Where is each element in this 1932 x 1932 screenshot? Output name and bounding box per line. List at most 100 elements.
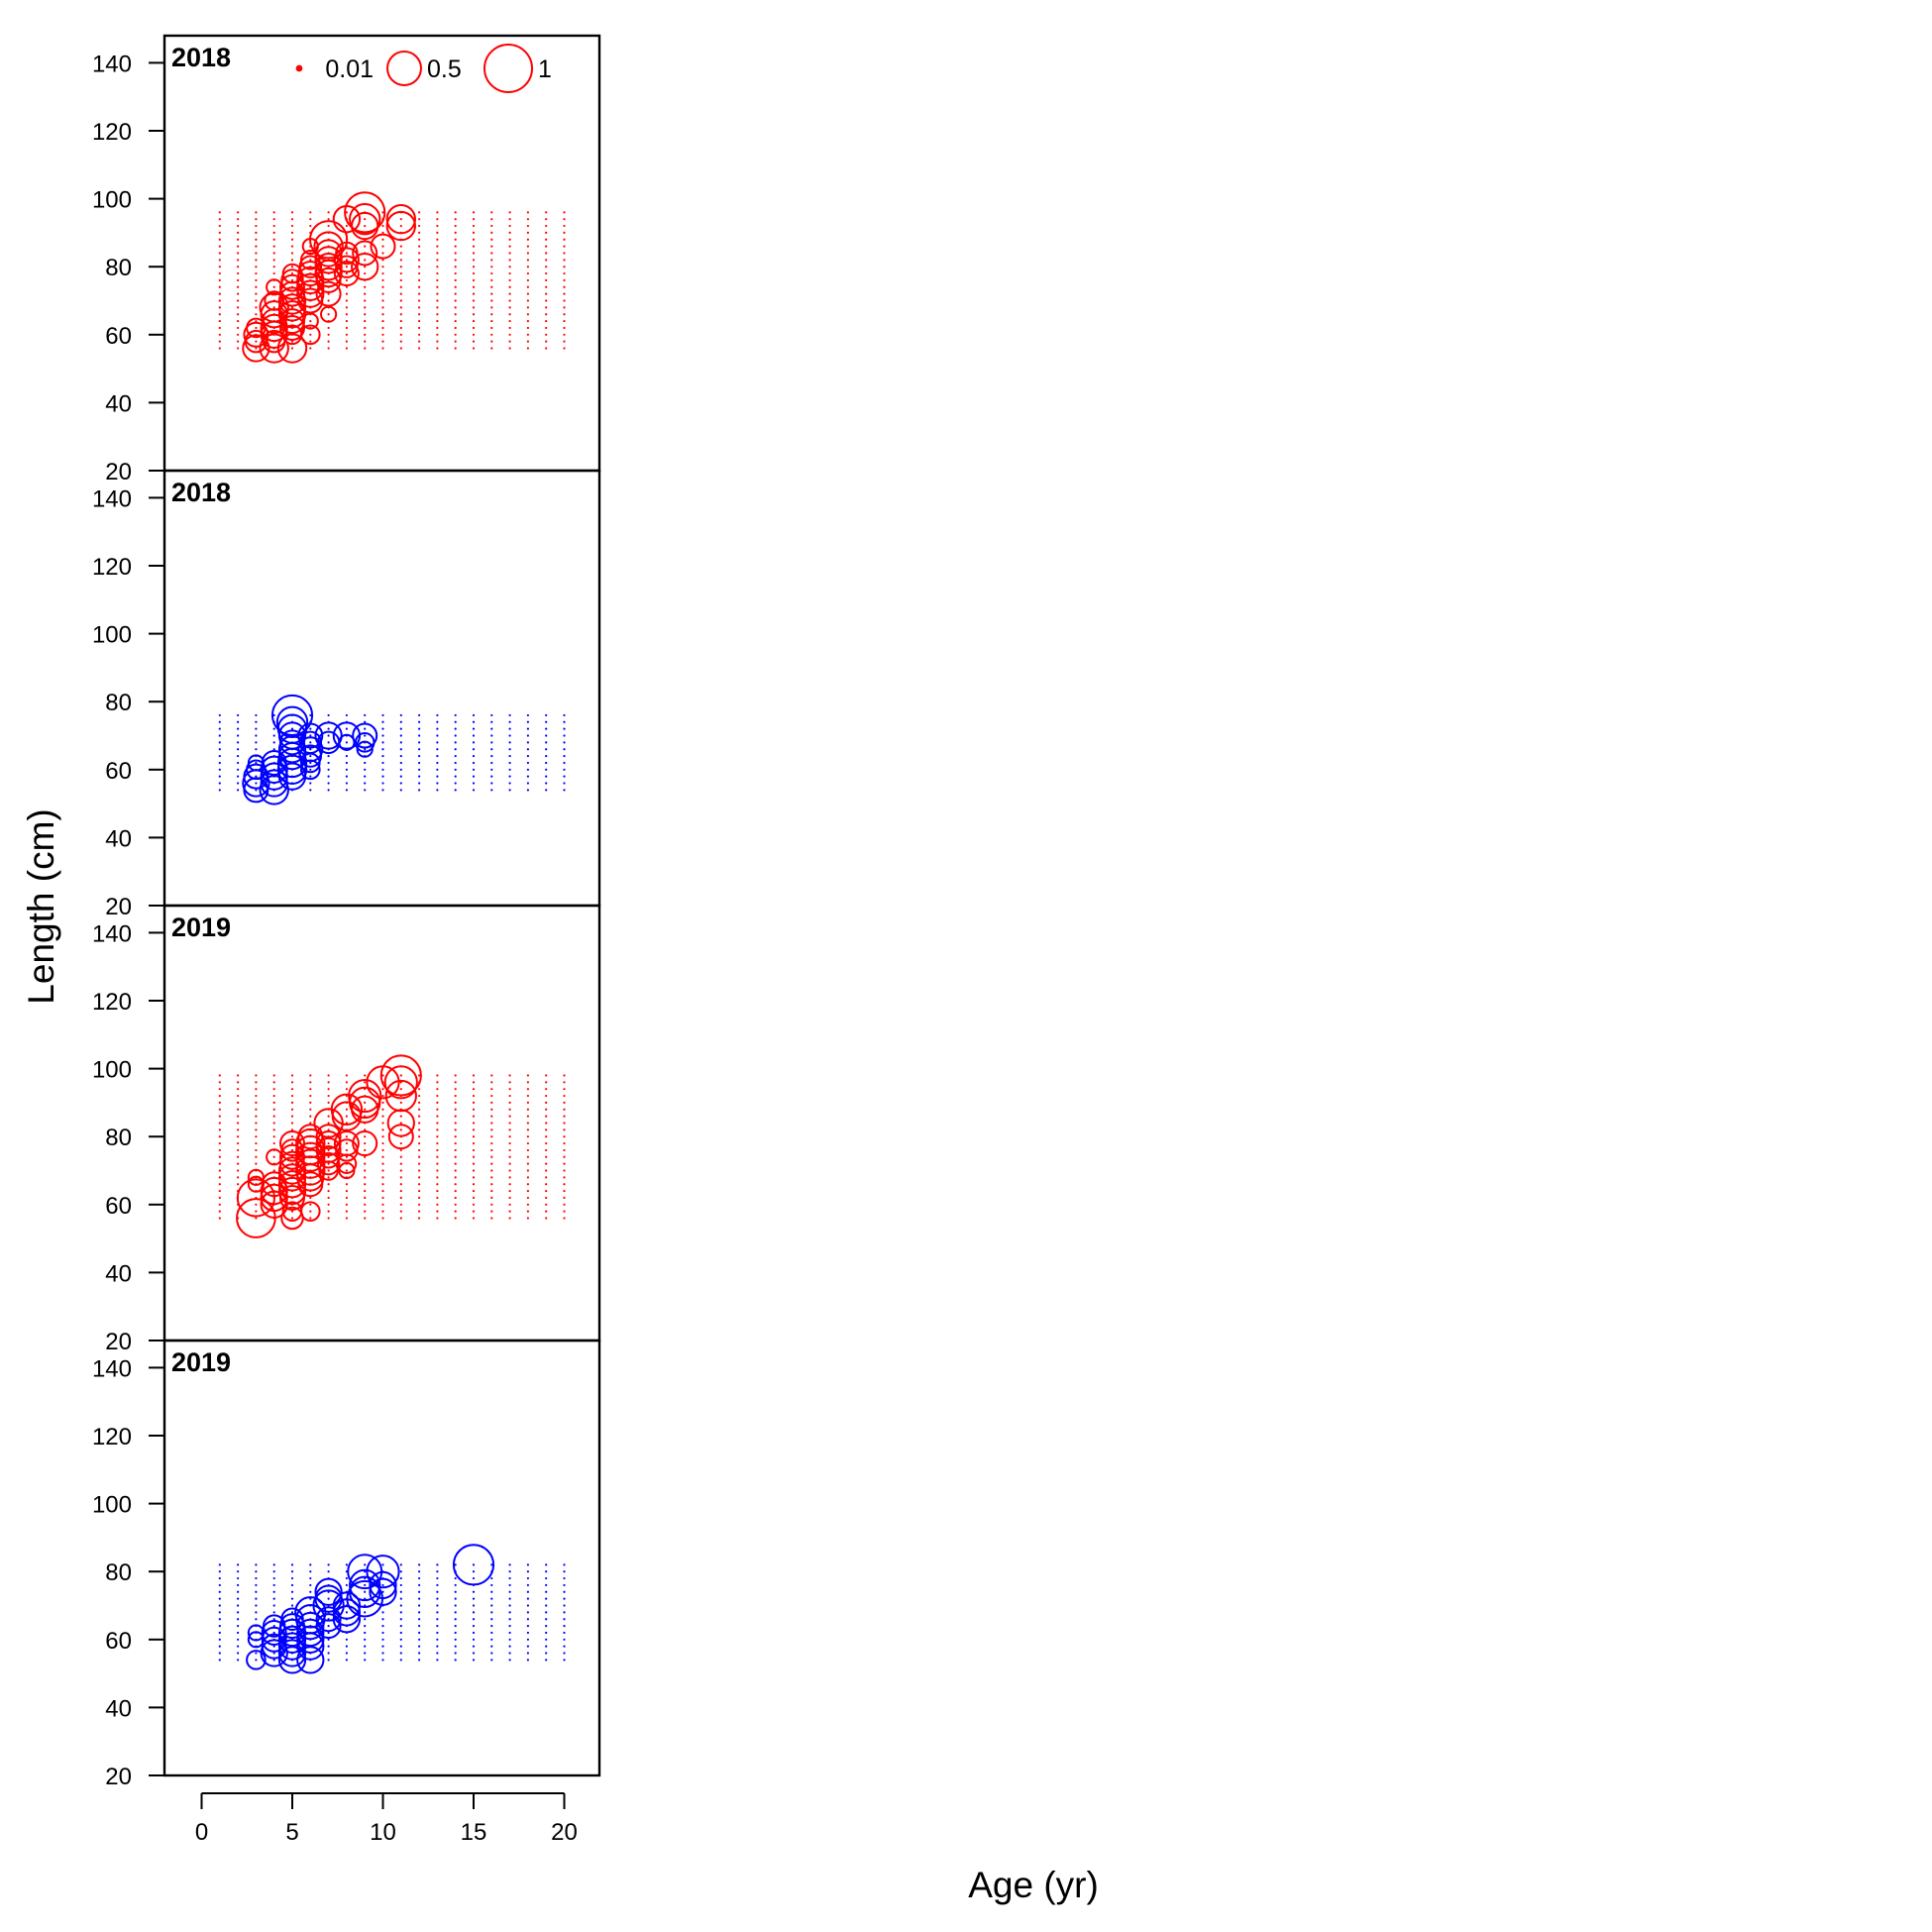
bin-dot (436, 211, 439, 214)
bin-dot (327, 1597, 330, 1600)
bin-dot (454, 775, 457, 778)
bin-dot (526, 1115, 530, 1118)
y-tick-label: 20 (105, 459, 132, 485)
bin-dot (255, 313, 258, 316)
bin-dot (255, 734, 258, 737)
bin-dot (290, 1148, 294, 1152)
bin-dot (255, 271, 258, 275)
bin-dot (436, 266, 439, 268)
bin-dot (472, 313, 476, 316)
bin-dot (290, 278, 294, 282)
bin-dot (418, 754, 421, 758)
bubble-point (352, 722, 378, 749)
bin-dot (563, 1088, 566, 1091)
bin-dot (345, 1141, 348, 1145)
bin-dot (364, 306, 367, 309)
bin-dot (381, 1210, 384, 1213)
bin-dot (272, 1108, 275, 1111)
panel-2: 20 40 60 80 100 120 140 2018 (92, 469, 601, 920)
bin-dot (381, 340, 384, 343)
bin-dot (563, 1176, 566, 1179)
bin-dot (454, 218, 457, 221)
panel-1: 20 40 60 80 100 120 140 2018 (92, 34, 601, 485)
bin-dot (454, 761, 457, 765)
bin-dot (545, 1148, 548, 1152)
bin-dot (237, 1659, 240, 1662)
bin-dot (454, 238, 457, 241)
bubble-point (300, 1201, 321, 1222)
bin-dot (472, 333, 476, 336)
bin-dot (508, 313, 511, 316)
y-tick-label: 80 (105, 255, 132, 281)
bin-dot (272, 1611, 275, 1614)
bubble-point (277, 286, 307, 315)
bin-dot (436, 299, 439, 302)
bin-dot (508, 292, 511, 295)
bin-dot (526, 1590, 530, 1593)
bin-dot (472, 292, 476, 295)
bin-dot (454, 292, 457, 295)
bin-dot (526, 789, 530, 792)
bin-dot (436, 245, 439, 248)
bin-dot (563, 1148, 566, 1152)
bin-dot (490, 713, 493, 717)
bin-dot (345, 782, 348, 785)
bin-dot (418, 299, 421, 302)
bin-dot (526, 1108, 530, 1111)
bin-dot (508, 252, 511, 255)
bin-dot (345, 727, 348, 730)
y-tick-label: 140 (92, 51, 132, 77)
bin-dot (290, 1563, 294, 1566)
bin-dot (436, 782, 439, 785)
bin-dot (454, 1155, 457, 1158)
bin-dot (508, 306, 511, 309)
bin-dot (472, 1624, 476, 1628)
bin-dot (345, 333, 348, 336)
bin-dot (436, 1122, 439, 1125)
bin-dot (508, 1652, 511, 1655)
bin-dot (545, 1576, 548, 1580)
bin-dot (526, 782, 530, 785)
bin-dot (327, 782, 330, 785)
bin-dot (545, 1645, 548, 1648)
bin-dot (327, 754, 330, 758)
bin-dot (399, 252, 402, 255)
bin-dot (237, 1624, 240, 1628)
bin-dot (309, 259, 312, 262)
bin-dot (436, 1652, 439, 1655)
bin-dot (399, 313, 402, 316)
bin-dot (490, 1088, 493, 1091)
bin-dot (563, 1210, 566, 1213)
bin-dot (381, 238, 384, 241)
bin-dot (364, 1217, 367, 1220)
bin-dot (418, 720, 421, 723)
bubble-point (280, 268, 304, 292)
bin-dot (563, 1155, 566, 1158)
bubble-point (316, 1151, 341, 1176)
bin-dot (490, 231, 493, 234)
bin-dot (381, 1176, 384, 1179)
bin-dot (508, 340, 511, 343)
bin-dot (418, 266, 421, 268)
bin-dot (418, 1604, 421, 1607)
bin-dot (563, 347, 566, 350)
y-tick-label: 40 (105, 390, 132, 417)
bin-dot (418, 1597, 421, 1600)
bin-dot (290, 1210, 294, 1213)
bin-dot (327, 734, 330, 737)
bin-dot (218, 1624, 221, 1628)
bin-dot (399, 259, 402, 262)
bin-dot (418, 1128, 421, 1131)
bin-dot (290, 1108, 294, 1111)
bin-dot (272, 1135, 275, 1138)
bin-dot (472, 1638, 476, 1641)
bin-dot (218, 754, 221, 758)
bin-dot (563, 259, 566, 262)
bubble-point (333, 261, 360, 287)
bin-dot (327, 727, 330, 730)
bin-dot (418, 782, 421, 785)
bin-dot (364, 224, 367, 228)
bin-dot (309, 775, 312, 778)
bubble-point (296, 1646, 325, 1674)
y-tick-label: 80 (105, 1559, 132, 1586)
